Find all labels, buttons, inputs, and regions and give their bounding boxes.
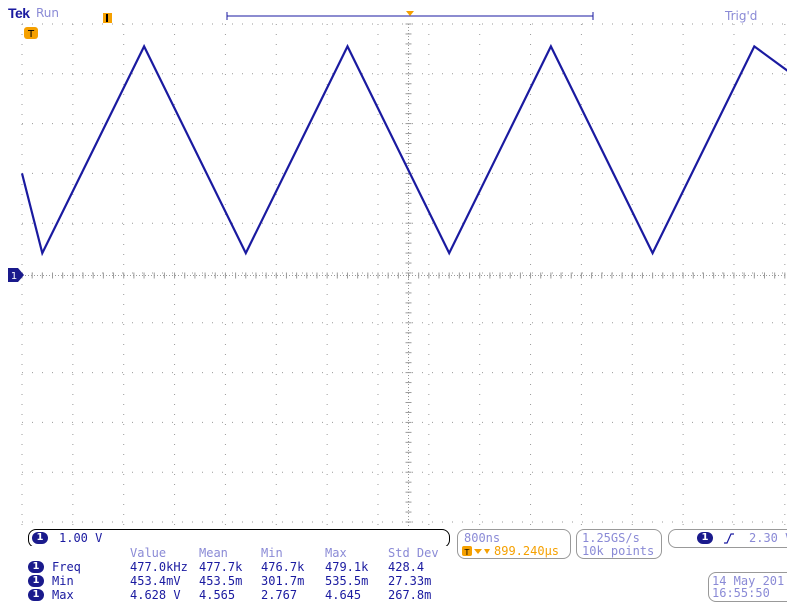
measurement-value: 453.4mV <box>130 574 181 588</box>
acquisition-state: Run <box>36 6 60 20</box>
measurement-min: 301.7m <box>261 574 305 588</box>
time-per-div: 800ns <box>464 531 501 545</box>
measurement-mean: 453.5m <box>199 574 243 588</box>
measurement-max: 535.5m <box>325 574 369 588</box>
channel-1-badge: 1 <box>28 589 44 601</box>
column-header: Std Dev <box>388 546 439 560</box>
channel-1-badge: 1 <box>28 561 44 573</box>
measurement-name: Min <box>52 574 74 588</box>
channel-1-ground-marker-icon[interactable]: 1 <box>8 268 26 282</box>
measurement-min: 476.7k <box>261 560 305 574</box>
measurement-min: 2.767 <box>261 588 298 602</box>
column-header: Mean <box>199 546 228 560</box>
trigger-position-marker-icon: T <box>24 27 38 40</box>
column-header: Max <box>325 546 347 560</box>
measurement-std-dev: 428.4 <box>388 560 425 574</box>
trigger-marker-icon <box>103 13 112 23</box>
trigger-position: 899.240µs <box>494 544 560 558</box>
table-row[interactable]: 1 Min 453.4mV 453.5m 301.7m 535.5m 27.33… <box>28 574 448 588</box>
channel-1-trace <box>20 43 787 257</box>
svg-text:T: T <box>27 29 35 40</box>
measurement-value: 4.628 V <box>130 588 181 602</box>
measurement-value: 477.0kHz <box>130 560 188 574</box>
measurement-table: Value Mean Min Max Std Dev 1 Freq 477.0k… <box>28 546 448 602</box>
acquisition-panel[interactable]: 1.25GS/s 10k points <box>576 529 662 559</box>
date: 14 May 201 <box>712 574 785 588</box>
brand-logo: Tek <box>8 5 30 21</box>
column-header: Min <box>261 546 283 560</box>
measurement-std-dev: 267.8m <box>388 588 432 602</box>
table-row[interactable]: 1 Freq 477.0kHz 477.7k 476.7k 479.1k 428… <box>28 560 448 574</box>
waveform-line <box>20 43 787 257</box>
record-length: 10k points <box>582 544 655 558</box>
channel-1-badge: 1 <box>28 575 44 587</box>
waveform-display[interactable] <box>0 0 787 528</box>
column-header: Value <box>130 546 167 560</box>
measurement-mean: 477.7k <box>199 560 243 574</box>
channel-1-badge: 1 <box>32 532 48 544</box>
graticule <box>21 23 787 527</box>
table-row[interactable]: 1 Max 4.628 V 4.565 2.767 4.645 267.8m <box>28 588 448 602</box>
rising-edge-icon <box>724 533 734 544</box>
measurement-name: Max <box>52 588 74 602</box>
sample-rate: 1.25GS/s <box>582 531 640 545</box>
trigger-panel[interactable]: 1 2.30 V <box>668 529 787 548</box>
time: 16:55:50 <box>712 586 770 600</box>
trigger-offset-icon: T <box>462 546 490 557</box>
record-view-bar[interactable] <box>225 9 597 23</box>
measurement-name: Freq <box>52 560 81 574</box>
measurement-mean: 4.565 <box>199 588 236 602</box>
datetime-panel: 14 May 201 16:55:50 <box>708 572 787 602</box>
svg-text:T: T <box>464 548 470 557</box>
trigger-level: 2.30 V <box>749 531 787 545</box>
measurement-std-dev: 27.33m <box>388 574 432 588</box>
measurement-max: 479.1k <box>325 560 369 574</box>
channel-scale: 1.00 V <box>59 531 103 545</box>
trigger-status: Trig'd <box>725 9 758 23</box>
svg-text:1: 1 <box>11 271 17 282</box>
status-bar: Tek Run Trig'd <box>0 0 787 24</box>
measurement-max: 4.645 <box>325 588 362 602</box>
timebase-panel[interactable]: 800ns T 899.240µs <box>457 529 571 559</box>
trigger-source-badge: 1 <box>697 532 713 544</box>
trigger-position-icon <box>406 11 414 16</box>
